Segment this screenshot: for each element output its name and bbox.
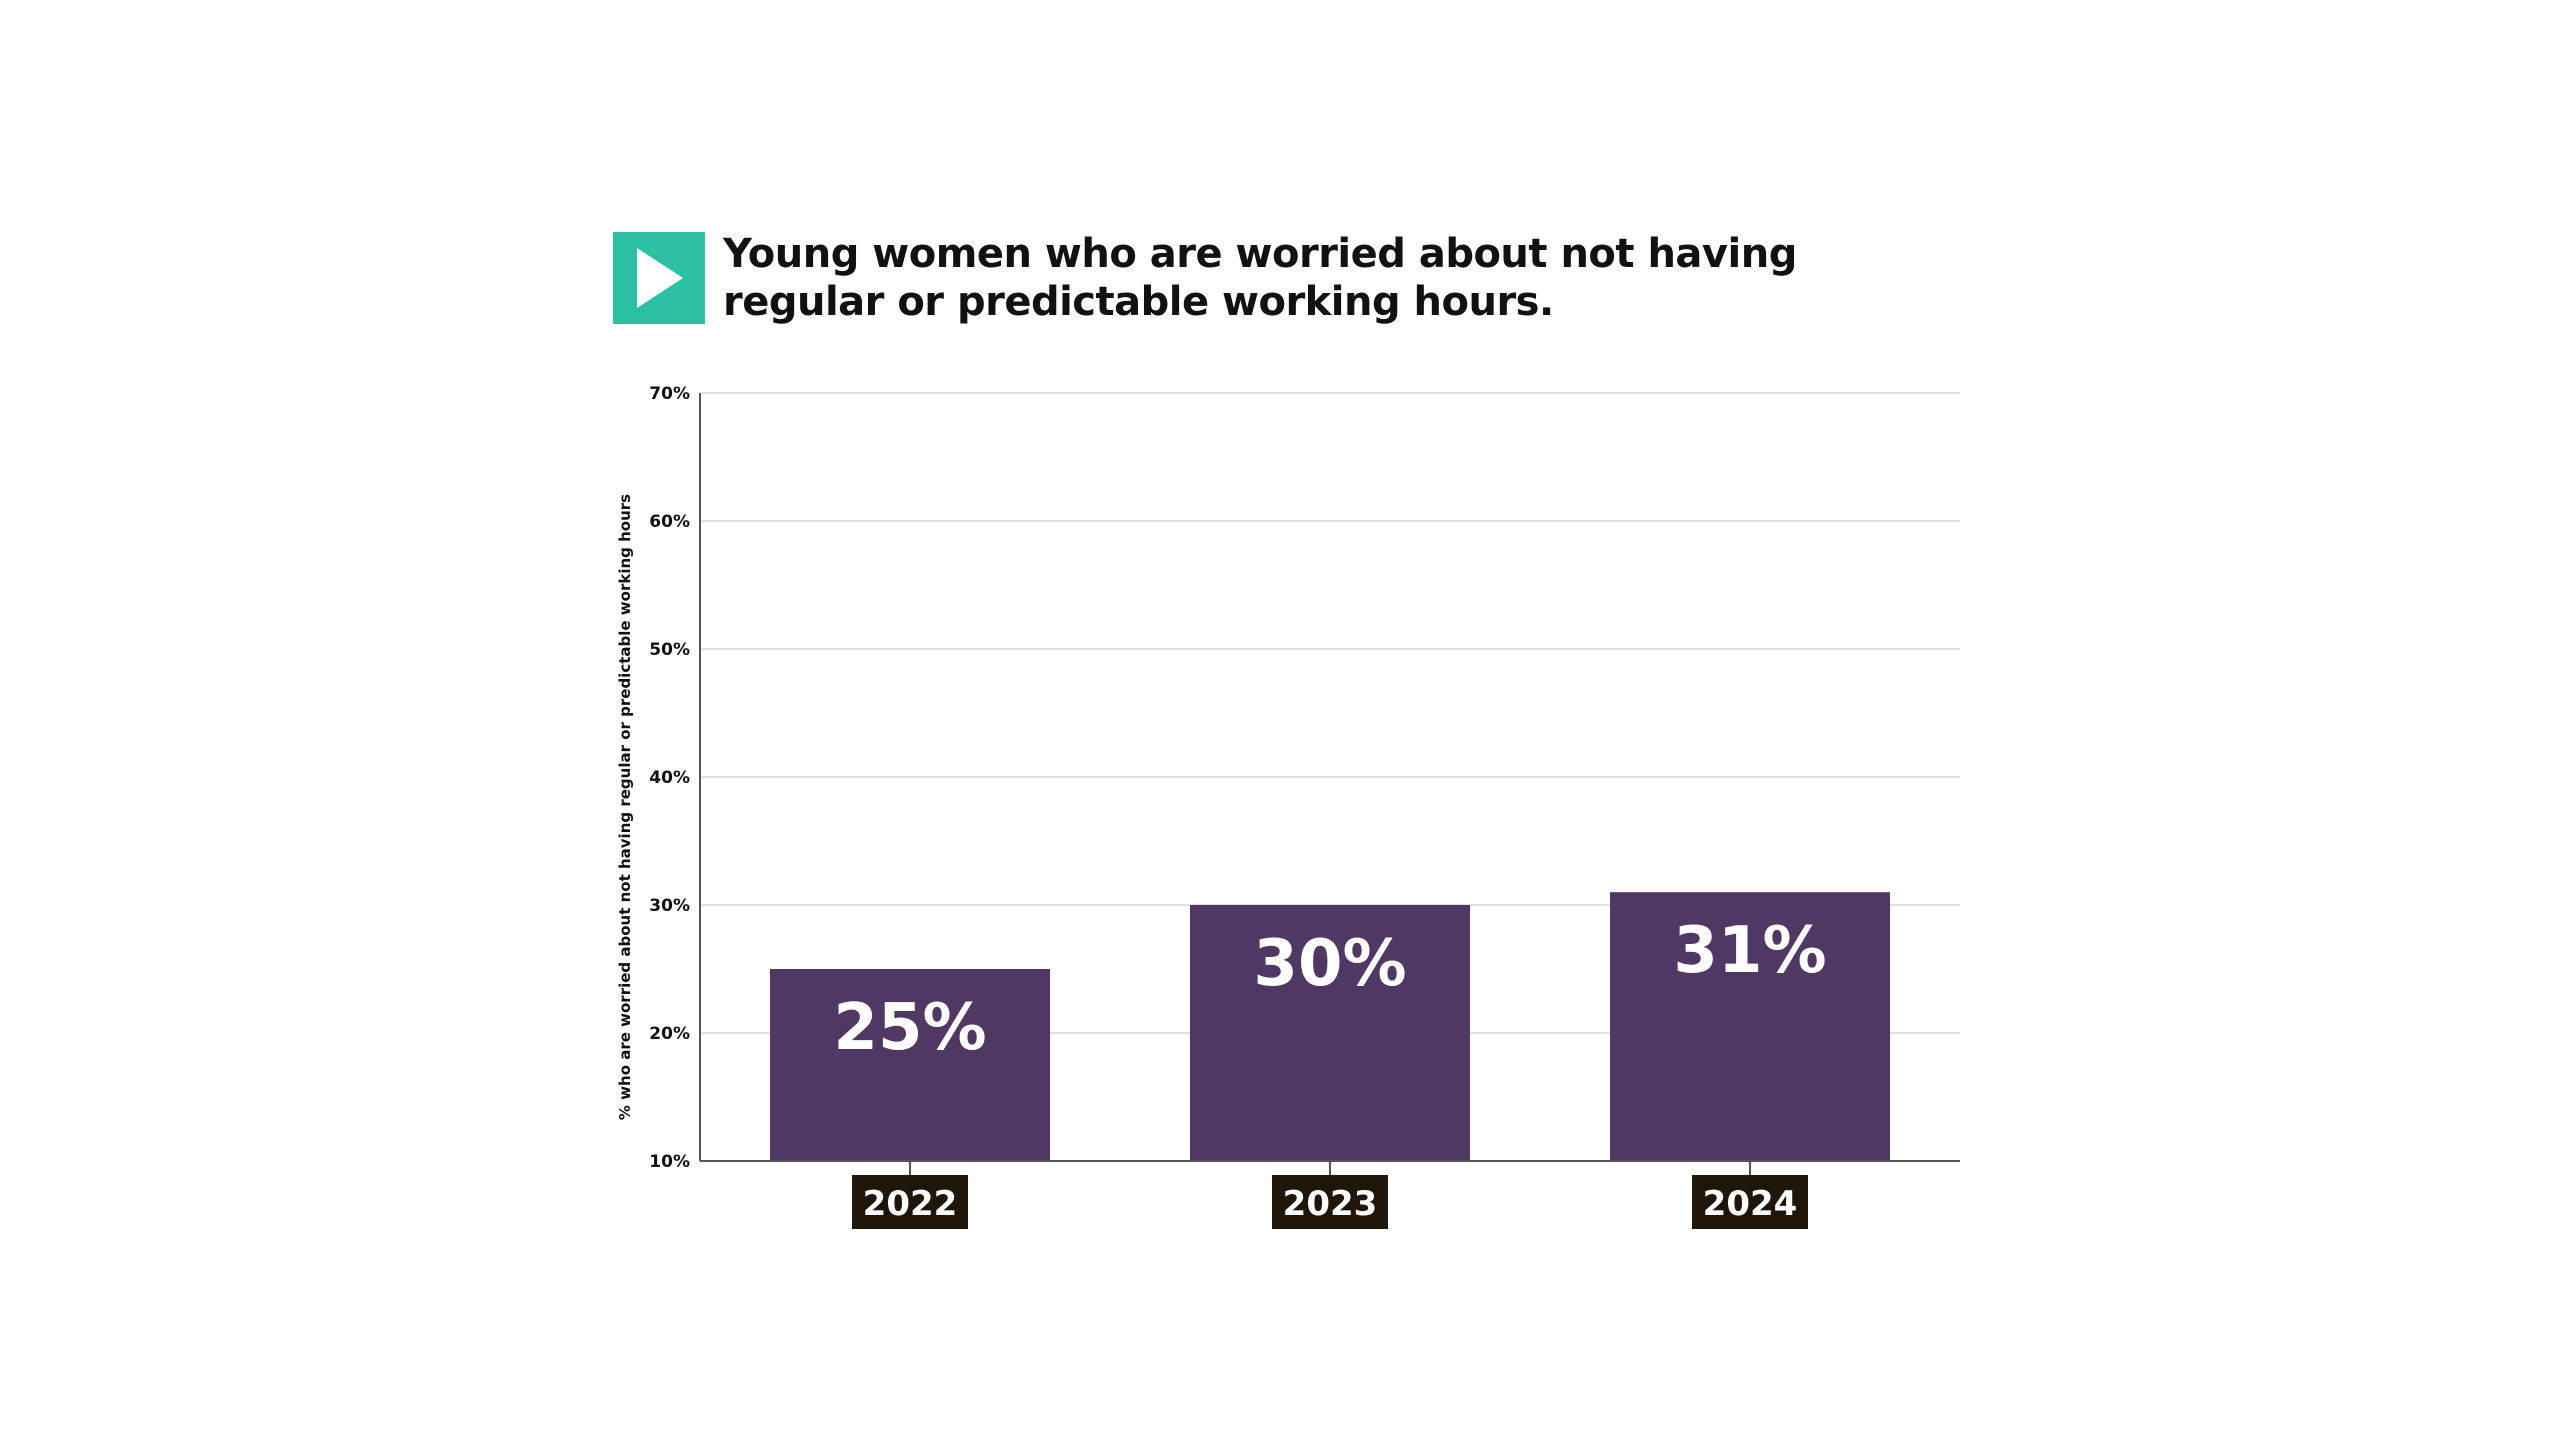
chart-title: Young women who are worried about not ha… <box>723 231 1797 325</box>
y-tick-label: 20% <box>649 1024 690 1044</box>
x-tick-label: 2022 <box>863 1184 958 1224</box>
y-tick-label: 70% <box>649 384 690 404</box>
axes <box>699 393 1960 1175</box>
bar-data-label: 31% <box>1673 914 1826 988</box>
labels: 10% 20% 30% 40% 50% 60% 70% % who are worried a… <box>616 384 1827 1229</box>
category-label-box <box>852 1175 968 1229</box>
bars <box>770 892 1890 1161</box>
y-tick-label: 30% <box>649 896 690 916</box>
category-label-box <box>1692 1175 1808 1229</box>
category-label-box <box>1272 1175 1388 1229</box>
y-tick-label: 40% <box>649 768 690 788</box>
bar-data-label: 25% <box>833 991 986 1065</box>
chart-header: Young women who are worried about not ha… <box>613 230 1813 330</box>
bar <box>1190 905 1470 1161</box>
bar <box>770 969 1050 1161</box>
y-tick-label: 50% <box>649 640 690 660</box>
bar <box>1610 892 1890 1161</box>
bar-data-label: 30% <box>1253 927 1406 1001</box>
x-tick-label: 2023 <box>1283 1184 1378 1224</box>
y-axis-label: % who are worried about not having regul… <box>616 494 634 1120</box>
x-tick-label: 2024 <box>1703 1184 1798 1224</box>
y-tick-label: 10% <box>649 1152 690 1172</box>
play-arrow-icon <box>613 232 705 324</box>
y-tick-label: 60% <box>649 512 690 532</box>
